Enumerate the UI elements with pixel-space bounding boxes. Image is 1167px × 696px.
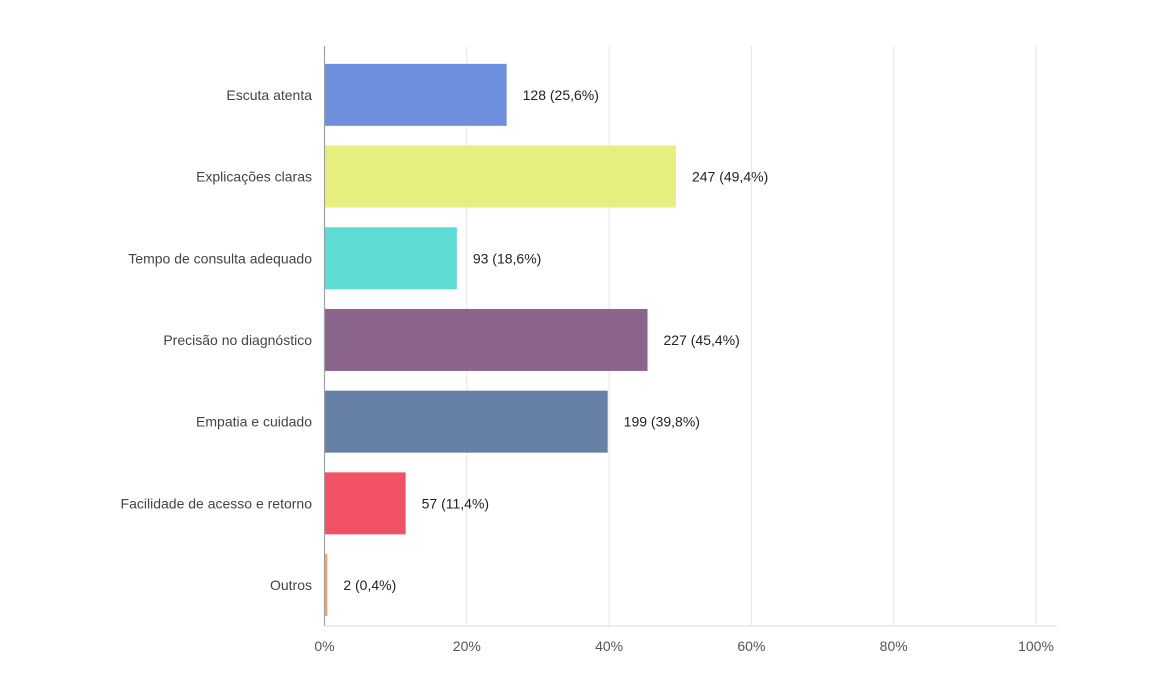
x-tick-label-80: 80% (880, 638, 908, 654)
category-label-0: Escuta atenta (226, 87, 312, 103)
x-tick-label-60: 60% (737, 638, 765, 654)
value-label-0: 128 (25,6%) (523, 87, 599, 103)
value-label-2: 93 (18,6%) (473, 250, 541, 266)
bar-5[interactable] (324, 472, 406, 535)
category-label-4: Empatia e cuidado (196, 414, 312, 430)
labels: 0% 20% 40% 60% 80% 100% Escuta atenta 128 (25,6… (121, 87, 1054, 654)
bar-0[interactable] (324, 63, 507, 126)
bar-4[interactable] (324, 390, 608, 453)
value-label-4: 199 (39,8%) (624, 414, 700, 430)
value-label-3: 227 (45,4%) (664, 332, 740, 348)
category-label-2: Tempo de consulta adequado (128, 250, 312, 266)
category-label-6: Outros (270, 577, 312, 593)
value-label-1: 247 (49,4%) (692, 169, 768, 185)
bar-6[interactable] (324, 554, 328, 617)
value-label-5: 57 (11,4%) (422, 495, 489, 511)
category-label-1: Explicações claras (196, 169, 312, 185)
bar-3[interactable] (324, 308, 648, 371)
x-tick-label-40: 40% (595, 638, 623, 654)
x-tick-label-0: 0% (314, 638, 334, 654)
category-label-3: Precisão no diagnóstico (163, 332, 312, 348)
value-label-6: 2 (0,4%) (343, 577, 396, 593)
bar-1[interactable] (324, 145, 676, 208)
category-label-5: Facilidade de acesso e retorno (121, 495, 313, 511)
x-tick-label-20: 20% (453, 638, 481, 654)
gridlines (466, 46, 1037, 626)
bars (324, 63, 676, 617)
bar-2[interactable] (324, 227, 457, 290)
x-tick-label-100: 100% (1018, 638, 1054, 654)
